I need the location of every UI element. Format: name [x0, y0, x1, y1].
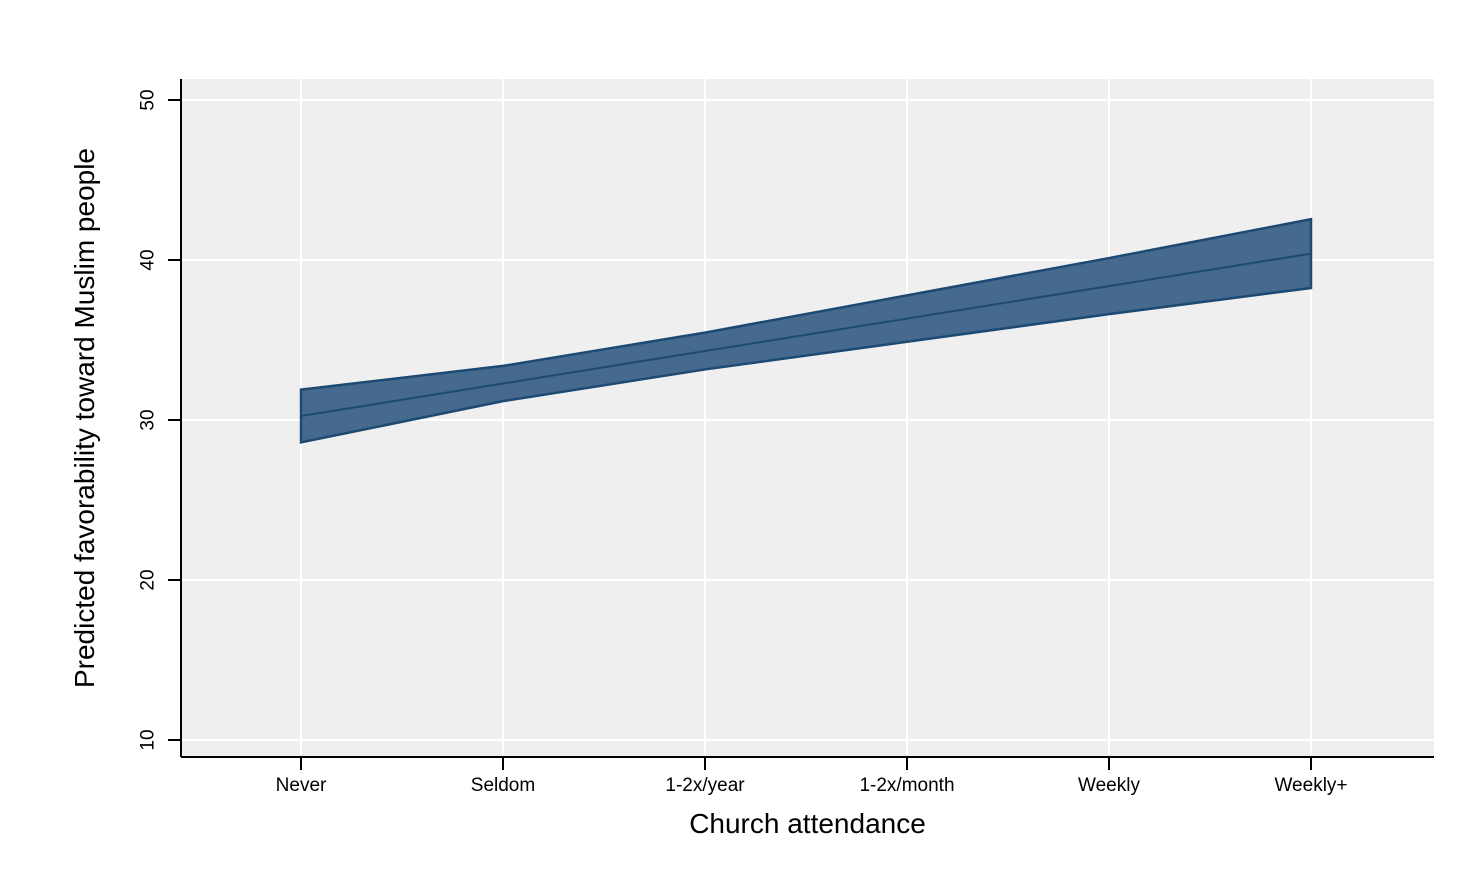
y-tick-label: 10 — [138, 729, 159, 750]
confidence-band — [299, 217, 1313, 444]
y-tick-label: 40 — [138, 249, 159, 270]
x-tick-label: 1-2x/year — [665, 775, 745, 796]
x-tick-label: Weekly — [1078, 775, 1140, 796]
x-tick-label: 1-2x/month — [859, 775, 954, 796]
y-axis-title: Predicted favorability toward Muslim peo… — [69, 147, 100, 689]
y-tick-label: 20 — [138, 569, 159, 590]
x-axis-title: Church attendance — [689, 808, 926, 839]
x-tick-label: Never — [276, 775, 327, 796]
x-tick-label: Seldom — [471, 775, 535, 796]
y-tick-label: 30 — [138, 409, 159, 430]
y-tick-label: 50 — [138, 89, 159, 110]
fit-line — [300, 252, 1312, 417]
x-tick-label: Weekly+ — [1274, 775, 1347, 796]
